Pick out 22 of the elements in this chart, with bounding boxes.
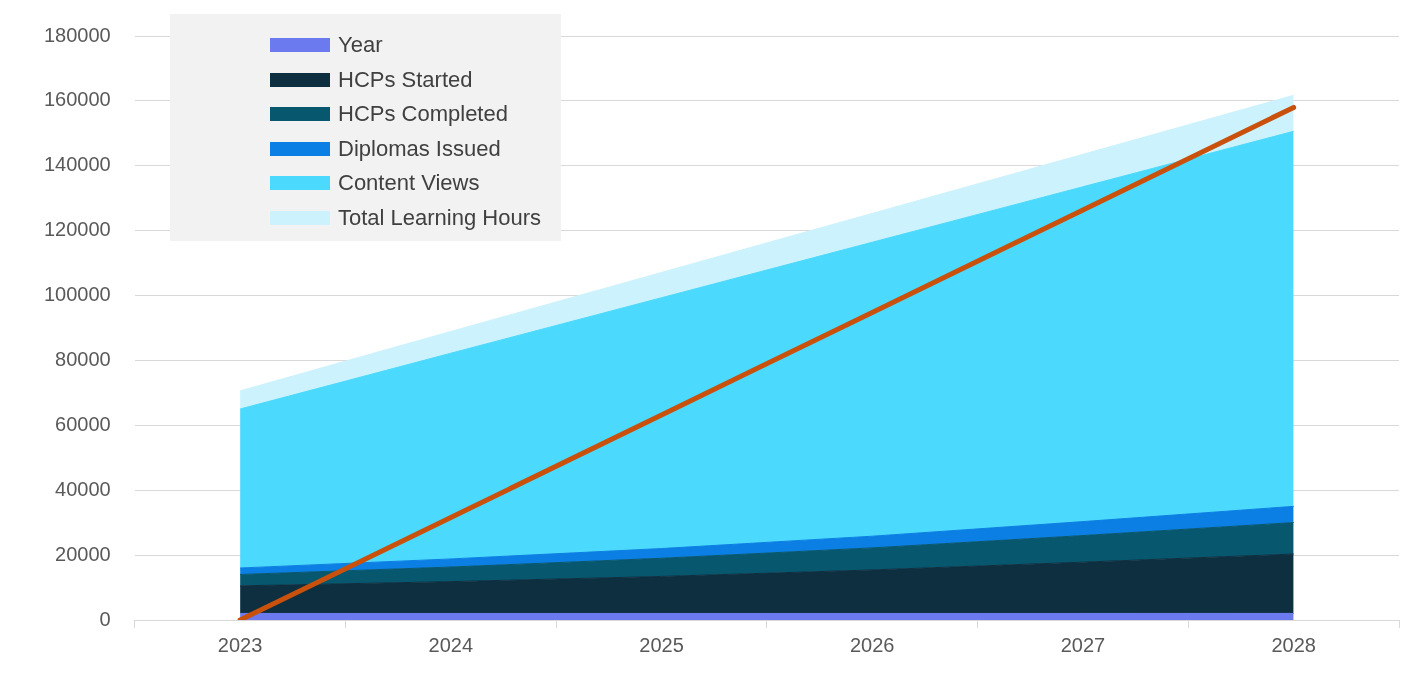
y-tick-label: 140000 [43,153,111,176]
y-tick-label: 180000 [43,23,111,46]
legend-label: Total Learning Hours [338,204,542,231]
y-tick-label: 20000 [55,542,111,565]
y-tick-label: 60000 [55,412,111,435]
legend-label: Content Views [338,170,480,197]
x-tick-label: 2028 [1271,633,1316,656]
x-tick-label: 2027 [1060,633,1106,656]
y-tick-label: 100000 [43,283,111,306]
x-tick-label: 2023 [217,633,263,656]
y-tick-label: 80000 [55,347,111,370]
x-tick-label: 2024 [428,633,474,656]
y-tick-label: 0 [99,607,111,630]
y-tick-label: 160000 [43,88,111,111]
legend-label: HCPs Completed [338,101,508,128]
legend-label: Diplomas Issued [338,135,501,162]
y-tick-label: 120000 [43,218,111,241]
legend-label: Year [338,32,383,59]
x-tick-label: 2025 [639,633,684,656]
legend-label: HCPs Started [338,66,473,93]
x-tick-label: 2026 [849,633,895,656]
y-tick-label: 40000 [55,477,111,500]
